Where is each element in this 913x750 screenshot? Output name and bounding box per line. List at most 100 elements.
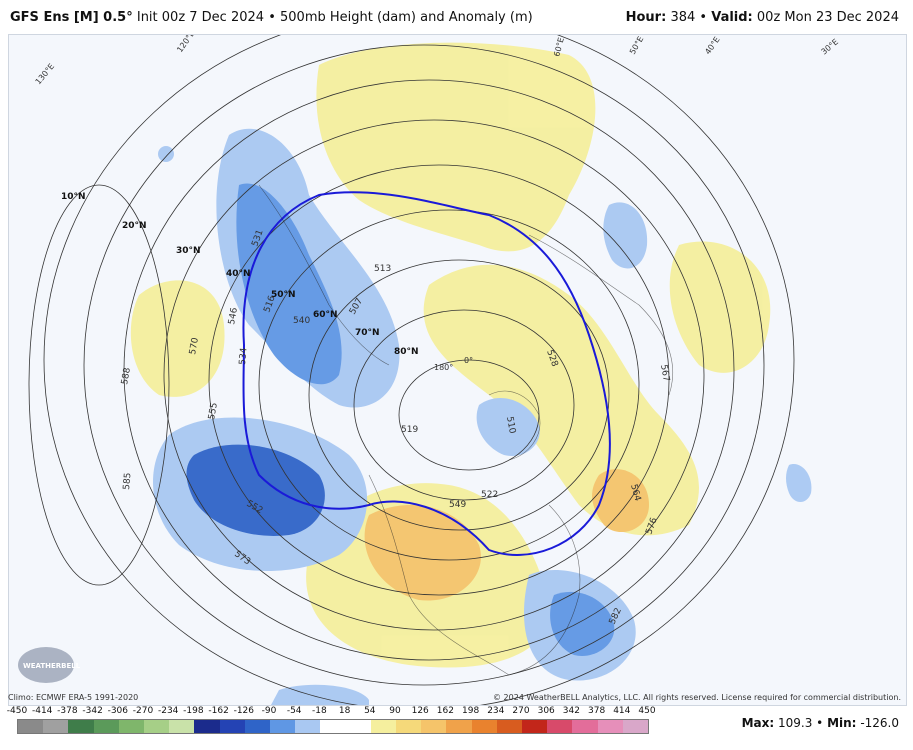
degree-symbol: ° bbox=[126, 10, 133, 25]
colorbar-label: -378 bbox=[57, 706, 78, 716]
colorbar-swatch bbox=[219, 720, 245, 733]
colorbar-label: -198 bbox=[183, 706, 204, 716]
contour-label: 549 bbox=[449, 500, 466, 510]
climo-label: Climo: ECMWF ERA-5 1991-2020 bbox=[8, 693, 139, 702]
separator: • bbox=[268, 10, 276, 25]
reference-contour-main bbox=[242, 191, 611, 556]
contour-ring bbox=[28, 184, 170, 586]
lon-label-40e: 40°E bbox=[703, 35, 721, 56]
anomaly-shading bbox=[130, 42, 812, 705]
contour-ring bbox=[123, 79, 735, 661]
contour-ring bbox=[353, 309, 575, 501]
colorbar-label: -126 bbox=[233, 706, 255, 716]
colorbar-label: -450 bbox=[6, 706, 28, 716]
contour-label: 519 bbox=[401, 425, 418, 435]
contour-ring bbox=[208, 164, 670, 596]
hour-label: Hour: bbox=[625, 10, 667, 25]
valid-value: 00z Mon 23 Dec 2024 bbox=[756, 10, 899, 25]
field-name: 500mb Height (dam) and Anomaly (m) bbox=[280, 10, 533, 25]
copyright-label: © 2024 WeatherBELL Analytics, LLC. All r… bbox=[493, 693, 901, 702]
colorbar-label: 126 bbox=[411, 706, 429, 716]
colorbar-label: 90 bbox=[389, 706, 401, 716]
colorbar-label: 270 bbox=[512, 706, 530, 716]
colorbar-swatch bbox=[93, 720, 119, 733]
colorbar-swatch bbox=[194, 720, 220, 733]
colorbar-swatch bbox=[396, 720, 422, 733]
colorbar-swatch bbox=[370, 720, 397, 733]
positive-anomaly-atlantic bbox=[423, 264, 699, 536]
positive-anomaly-east bbox=[669, 241, 771, 373]
contour-label: 588 bbox=[120, 367, 133, 386]
colorbar-label: 414 bbox=[613, 706, 631, 716]
lon-label-30e: 30°E bbox=[820, 37, 841, 56]
colorbar-swatch bbox=[144, 720, 170, 733]
colorbar-swatches bbox=[17, 719, 649, 734]
colorbar-swatch bbox=[421, 720, 447, 733]
colorbar-label: -342 bbox=[82, 706, 103, 716]
negative-anomaly-europe bbox=[603, 202, 648, 269]
colorbar-label: -270 bbox=[132, 706, 154, 716]
colorbar: -450 -414 -378 -342 -306 -270 -234 -198 -162 -126… bbox=[6, 706, 656, 736]
lat-label-50n: 50°N bbox=[271, 290, 296, 300]
contour-label: 555 bbox=[207, 402, 220, 421]
map-panel: 10°N 20°N 30°N 40°N 50°N 60°N 70°N 80°N … bbox=[8, 34, 907, 706]
contour-label: 567 bbox=[658, 364, 671, 383]
title-left: GFS Ens [M] 0.5° Init 00z 7 Dec 2024 • 5… bbox=[10, 10, 533, 25]
colorbar-swatch bbox=[118, 720, 145, 733]
lat-label-10n: 10°N bbox=[61, 192, 86, 202]
colorbar-label: -90 bbox=[261, 706, 277, 716]
min-label: Min: bbox=[827, 716, 857, 730]
contour-ring bbox=[163, 119, 705, 631]
contour-ring bbox=[308, 259, 610, 531]
colorbar-swatch bbox=[345, 720, 371, 733]
lon-label-50e: 50°E bbox=[628, 35, 645, 56]
colorbar-label: -18 bbox=[312, 706, 327, 716]
negative-anomaly-small bbox=[158, 146, 174, 162]
pole-label-180: 180° bbox=[434, 363, 453, 372]
contour-label: 540 bbox=[293, 316, 310, 326]
valid-label: Valid: bbox=[711, 10, 753, 25]
colorbar-swatch bbox=[496, 720, 523, 733]
negative-anomaly-pacific-core bbox=[186, 444, 325, 536]
coastline-north-america bbox=[368, 474, 581, 676]
lat-label-60n: 60°N bbox=[313, 310, 338, 320]
max-label: Max: bbox=[741, 716, 775, 730]
header: GFS Ens [M] 0.5° Init 00z 7 Dec 2024 • 5… bbox=[0, 0, 913, 34]
coastline-asia bbox=[258, 184, 390, 366]
colorbar-swatch bbox=[622, 720, 649, 733]
lat-label-20n: 20°N bbox=[122, 221, 147, 231]
colorbar-label: 450 bbox=[638, 706, 656, 716]
latitude-labels: 10°N 20°N 30°N 40°N 50°N 60°N 70°N 80°N bbox=[61, 192, 419, 357]
lat-label-70n: 70°N bbox=[355, 328, 380, 338]
colorbar-labels: -450 -414 -378 -342 -306 -270 -234 -198 -162 -126… bbox=[6, 706, 656, 717]
contour-label: 513 bbox=[374, 264, 391, 274]
max-value: 109.3 bbox=[777, 716, 813, 730]
colorbar-label: 306 bbox=[537, 706, 555, 716]
coastlines bbox=[258, 184, 674, 676]
colorbar-label: 234 bbox=[487, 706, 505, 716]
colorbar-swatch bbox=[270, 720, 296, 733]
colorbar-swatch bbox=[446, 720, 472, 733]
colorbar-label: 54 bbox=[364, 706, 376, 716]
coastline-greenland bbox=[488, 390, 541, 461]
contour-label: 585 bbox=[122, 472, 133, 490]
contour-label: 570 bbox=[188, 337, 201, 356]
colorbar-swatch bbox=[169, 720, 195, 733]
negative-anomaly-arctic bbox=[476, 397, 540, 456]
colorbar-label: -162 bbox=[208, 706, 229, 716]
contour-label: 510 bbox=[504, 416, 517, 435]
contour-ring bbox=[83, 44, 765, 686]
separator: • bbox=[816, 716, 824, 730]
colorbar-swatch bbox=[572, 720, 598, 733]
lon-label-130e: 130°E bbox=[34, 62, 57, 86]
contour-ring bbox=[43, 35, 795, 705]
max-min-stats: Max: 109.3 • Min: -126.0 bbox=[742, 716, 899, 730]
colorbar-swatch bbox=[43, 720, 69, 733]
logo-text: WEATHERBELL bbox=[23, 662, 81, 670]
negative-anomaly-south bbox=[271, 684, 369, 705]
colorbar-swatch bbox=[68, 720, 94, 733]
contour-label: 564 bbox=[628, 483, 642, 502]
coastline-europe bbox=[528, 234, 674, 396]
colorbar-label: -414 bbox=[31, 706, 53, 716]
reference-contours bbox=[242, 191, 611, 556]
